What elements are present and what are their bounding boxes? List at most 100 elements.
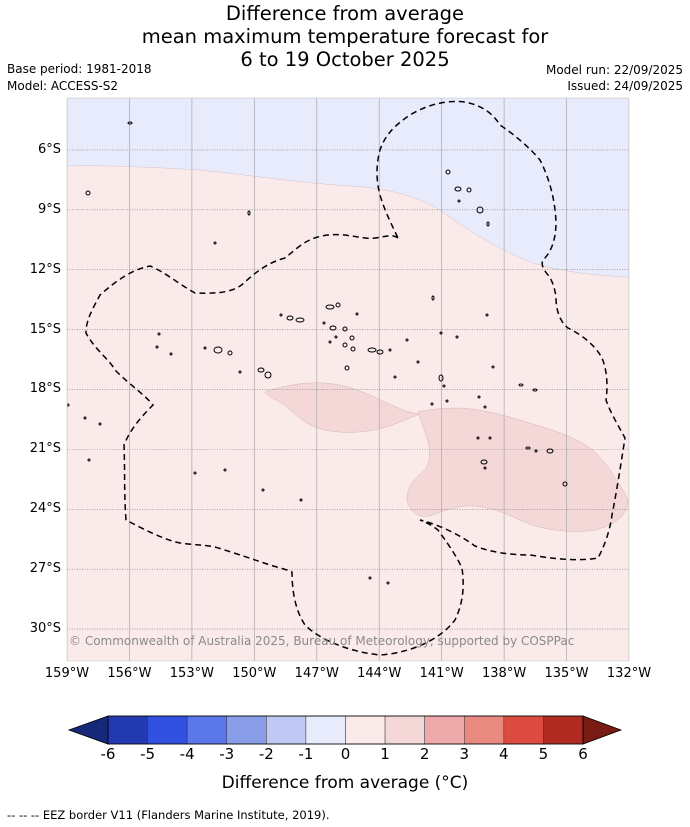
island	[203, 346, 207, 350]
island	[480, 459, 488, 465]
latitude-tick-label: 24°S	[29, 501, 61, 517]
colorbar-tick-label: -6	[100, 745, 116, 763]
longitude-tick-label: 144°W	[357, 666, 402, 681]
colorbar-tick-label: 3	[459, 745, 470, 763]
island	[368, 576, 372, 580]
island	[454, 186, 462, 192]
island	[532, 388, 538, 392]
island	[85, 190, 91, 196]
longitude-tick-label: 159°W	[44, 666, 90, 681]
island	[261, 488, 265, 492]
island	[329, 325, 337, 331]
islands	[67, 121, 568, 585]
longitude-tick-label: 150°W	[232, 666, 277, 681]
colorbar-segment	[186, 715, 228, 745]
colorbar-segment	[424, 715, 465, 745]
island	[486, 221, 490, 227]
colorbar-tick-label: -1	[298, 745, 314, 763]
island	[334, 335, 338, 339]
colorbar-tick-label: -2	[258, 745, 274, 763]
longitude-tick-label: 135°W	[544, 666, 589, 681]
island	[546, 448, 554, 454]
colorbar-extend-low	[67, 715, 109, 745]
latitude-tick-label: 12°S	[29, 261, 61, 277]
island	[98, 422, 102, 426]
anomaly-band-1-to-2-east	[406, 407, 629, 532]
copyright-notice: © Commonwealth of Australia 2025, Bureau…	[69, 634, 575, 648]
island	[342, 342, 348, 348]
map-plot-area	[67, 98, 629, 661]
island	[466, 187, 472, 193]
latitude-tick-label: 15°S	[29, 321, 61, 337]
island	[483, 466, 487, 470]
colorbar-tick-label: 5	[538, 745, 549, 763]
longitude-tick-label: 132°W	[606, 666, 652, 681]
island	[127, 121, 133, 125]
island	[279, 313, 283, 317]
island	[534, 449, 538, 453]
island	[264, 371, 272, 379]
longitude-tick-label: 138°W	[482, 666, 527, 681]
colorbar-tick-label: -4	[179, 745, 195, 763]
longitude-tick-label: 141°W	[419, 666, 464, 681]
eez-border	[85, 100, 626, 656]
colorbar-tick-label: 2	[419, 745, 430, 763]
island	[247, 210, 251, 216]
island	[439, 331, 443, 335]
island	[388, 348, 392, 352]
colorbar-tick-label: -5	[140, 745, 156, 763]
colorbar-tick-label: 6	[578, 745, 588, 763]
island	[322, 321, 326, 325]
latitude-tick-label: 18°S	[29, 381, 61, 397]
island	[405, 338, 409, 342]
latitude-tick-label: 9°S	[37, 201, 61, 217]
colorbar	[67, 715, 623, 745]
island	[477, 395, 481, 399]
island	[213, 241, 217, 245]
island	[83, 416, 87, 420]
island	[483, 405, 487, 409]
island	[386, 581, 390, 585]
colorbar-tick-label: 0	[340, 745, 351, 763]
anomaly-band-neg1-to-0	[67, 98, 629, 278]
island	[355, 312, 359, 316]
colorbar-segment	[305, 715, 346, 745]
island	[155, 345, 159, 349]
island	[67, 403, 70, 407]
colorbar-segment	[384, 715, 425, 745]
island	[157, 332, 161, 336]
island	[430, 402, 434, 406]
colorbar-title: Difference from average (°C)	[221, 773, 469, 793]
island	[476, 436, 480, 440]
island	[213, 346, 223, 354]
island	[238, 370, 242, 374]
title-line-2: mean maximum temperature forecast for	[141, 25, 549, 48]
colorbar-segment	[464, 715, 505, 745]
graticule	[67, 98, 629, 661]
island	[367, 347, 377, 353]
island	[376, 349, 384, 355]
island	[488, 436, 492, 440]
island	[257, 367, 265, 373]
latitude-tick-label: 21°S	[29, 441, 61, 457]
island	[445, 169, 451, 175]
colorbar-tick-label: 4	[499, 745, 509, 763]
island	[349, 335, 355, 341]
anomaly-band-1-to-2-west	[264, 382, 421, 433]
longitude-tick-label: 153°W	[169, 666, 214, 681]
island	[431, 295, 435, 301]
colorbar-segment	[503, 715, 544, 745]
island	[525, 446, 531, 450]
latitude-tick-label: 30°S	[29, 621, 61, 637]
latitude-tick-label: 27°S	[29, 561, 61, 577]
island	[344, 365, 350, 371]
title-line-3: 6 to 19 October 2025	[240, 48, 450, 71]
island	[227, 350, 233, 356]
island	[223, 468, 227, 472]
colorbar-tick-label: -3	[219, 745, 235, 763]
model-name: Model: ACCESS-S2	[7, 79, 119, 93]
island	[518, 383, 524, 387]
island	[328, 340, 332, 344]
latitude-tick-label: 6°S	[37, 141, 61, 157]
